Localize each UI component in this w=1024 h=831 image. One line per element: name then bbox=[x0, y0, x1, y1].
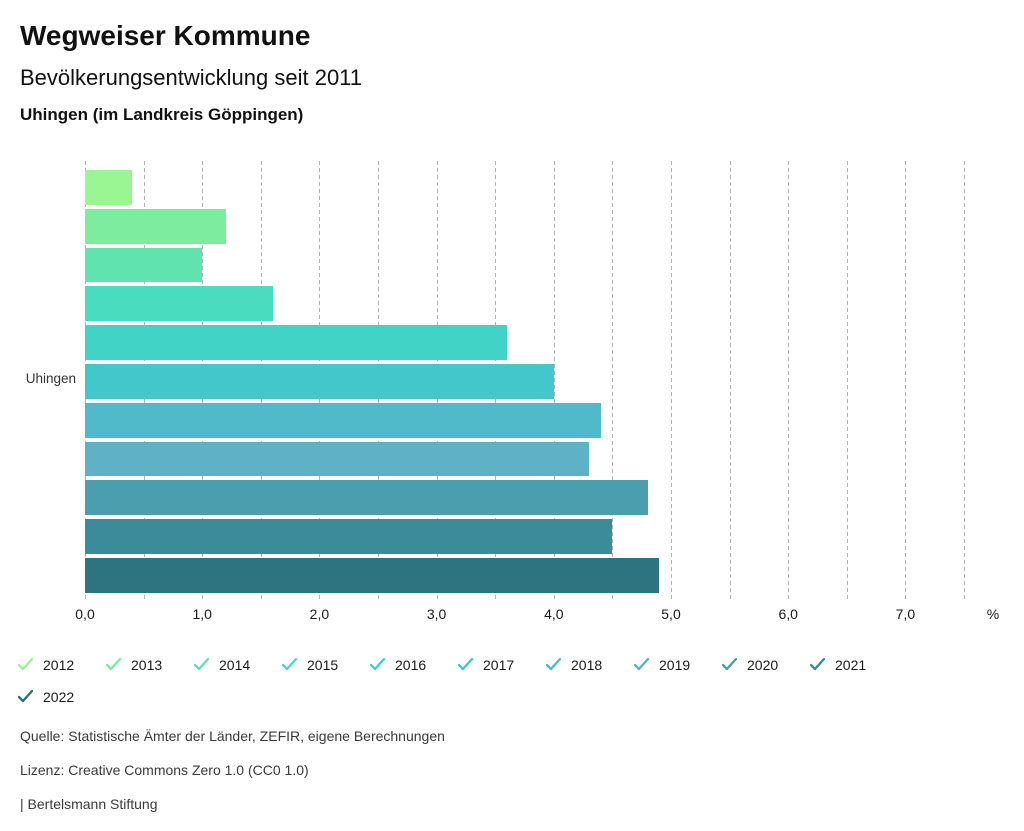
legend-item-2015[interactable]: 2015 bbox=[282, 656, 370, 673]
x-axis-unit-label: % bbox=[986, 606, 1000, 622]
bar-2017[interactable] bbox=[85, 364, 554, 399]
gridline bbox=[846, 161, 848, 601]
gridline bbox=[729, 161, 731, 601]
check-icon bbox=[546, 658, 561, 671]
bar-2016[interactable] bbox=[85, 325, 507, 360]
bar-2013[interactable] bbox=[85, 208, 226, 244]
gridline bbox=[964, 161, 965, 601]
legend-item-2019[interactable]: 2019 bbox=[634, 656, 722, 673]
legend-item-label: 2014 bbox=[219, 656, 251, 673]
check-icon bbox=[106, 658, 121, 671]
legend-item-2017[interactable]: 2017 bbox=[458, 656, 546, 673]
check-icon bbox=[18, 658, 33, 671]
check-icon bbox=[634, 658, 649, 671]
bar-2019[interactable] bbox=[85, 441, 589, 477]
legend-item-label: 2016 bbox=[395, 656, 427, 673]
check-icon bbox=[722, 658, 737, 671]
source-text: Quelle: Statistische Ämter der Länder, Z… bbox=[20, 728, 445, 744]
y-axis-category-label: Uhingen bbox=[25, 371, 76, 386]
legend-item-2012[interactable]: 2012 bbox=[18, 656, 106, 673]
legend-item-2013[interactable]: 2013 bbox=[106, 656, 194, 673]
bar-2018[interactable] bbox=[85, 402, 601, 438]
legend-item-label: 2021 bbox=[835, 656, 867, 673]
attribution-text: | Bertelsmann Stiftung bbox=[20, 796, 158, 812]
check-icon bbox=[282, 658, 297, 671]
legend-item-2014[interactable]: 2014 bbox=[194, 656, 282, 673]
bar-2015[interactable] bbox=[85, 286, 273, 322]
legend-item-label: 2022 bbox=[43, 688, 75, 705]
x-tick-label: 5,0 bbox=[661, 606, 681, 622]
legend-item-label: 2017 bbox=[483, 656, 515, 673]
check-icon bbox=[810, 658, 825, 671]
x-tick-label: 2,0 bbox=[309, 606, 330, 622]
legend-item-label: 2015 bbox=[307, 656, 339, 673]
bar-2014[interactable] bbox=[85, 247, 203, 283]
chart-region-subtitle: Uhingen (im Landkreis Göppingen) bbox=[20, 105, 304, 124]
x-tick-label: 7,0 bbox=[895, 606, 916, 622]
check-icon bbox=[18, 690, 33, 703]
check-icon bbox=[458, 658, 473, 671]
bar-chart-plot-area bbox=[85, 161, 1010, 607]
gridline bbox=[553, 161, 555, 601]
gridline bbox=[612, 161, 614, 601]
legend-item-2020[interactable]: 2020 bbox=[722, 656, 810, 673]
bar-2020[interactable] bbox=[85, 480, 648, 516]
bar-2022[interactable] bbox=[85, 558, 660, 593]
chart-title: Bevölkerungsentwicklung seit 2011 bbox=[20, 65, 363, 90]
gridline bbox=[671, 161, 672, 601]
bar-2012[interactable] bbox=[85, 170, 132, 205]
x-tick-label: 0,0 bbox=[75, 606, 95, 622]
chart-footer: Quelle: Statistische Ämter der Länder, Z… bbox=[20, 728, 445, 830]
x-axis: 0,0 1,0 2,0 3,0 4,0 5,0 6,0 7,0% bbox=[75, 606, 1024, 626]
chart-legend: 2012 2013 2014 2015 2016 2017 2018 2019 2020 2021… bbox=[18, 656, 958, 720]
app-title: Wegweiser Kommune bbox=[20, 20, 311, 51]
legend-item-label: 2013 bbox=[131, 656, 163, 673]
x-tick-label: 3,0 bbox=[426, 606, 447, 622]
legend-item-2021[interactable]: 2021 bbox=[810, 656, 898, 673]
legend-item-2018[interactable]: 2018 bbox=[546, 656, 634, 673]
gridline bbox=[905, 161, 907, 601]
gridline bbox=[788, 161, 790, 601]
x-tick-label: 6,0 bbox=[778, 606, 798, 622]
legend-item-2022[interactable]: 2022 bbox=[18, 688, 106, 705]
legend-item-2016[interactable]: 2016 bbox=[370, 656, 458, 673]
license-text: Lizenz: Creative Commons Zero 1.0 (CC0 1… bbox=[20, 762, 309, 778]
x-tick-label: 1,0 bbox=[192, 606, 212, 622]
legend-item-label: 2019 bbox=[659, 656, 691, 673]
legend-item-label: 2018 bbox=[571, 656, 603, 673]
legend-item-label: 2012 bbox=[43, 656, 75, 673]
legend-item-label: 2020 bbox=[747, 656, 779, 673]
bar-2021[interactable] bbox=[85, 519, 613, 554]
check-icon bbox=[370, 658, 385, 671]
x-tick-label: 4,0 bbox=[544, 606, 564, 622]
check-icon bbox=[194, 658, 209, 671]
